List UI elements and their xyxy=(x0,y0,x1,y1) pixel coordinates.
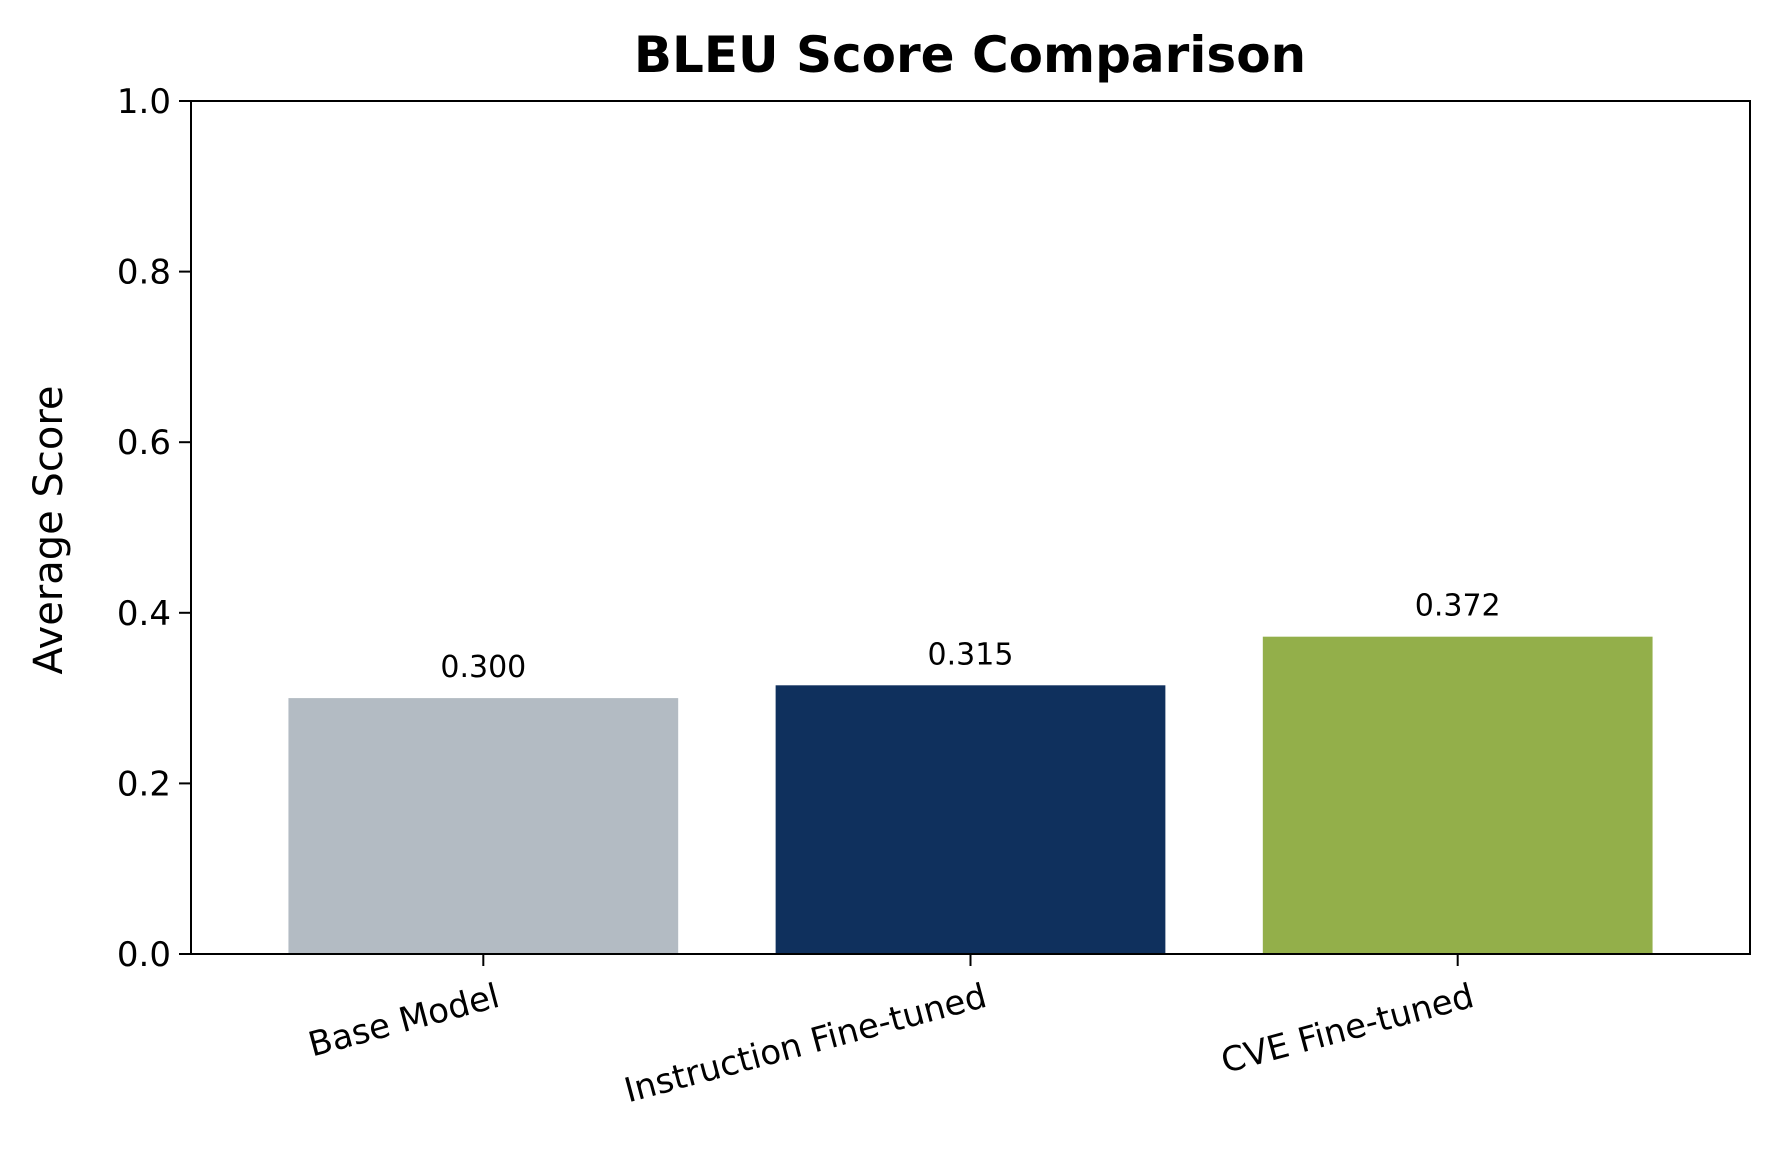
y-tick-label-0: 0.0 xyxy=(117,935,171,975)
bar-1 xyxy=(775,685,1166,954)
x-tick-label-0: Base Model xyxy=(304,976,503,1065)
y-tick-label-3: 0.6 xyxy=(117,423,171,463)
x-tick-label-2: CVE Fine-tuned xyxy=(1217,976,1478,1082)
value-label-0: 0.300 xyxy=(440,650,526,685)
y-axis-ticks: 0.0 0.2 0.4 0.6 0.8 1.0 xyxy=(117,82,191,975)
value-labels: 0.300 0.315 0.372 xyxy=(440,589,1500,685)
chart-title: BLEU Score Comparison xyxy=(634,26,1306,84)
value-label-1: 0.315 xyxy=(928,637,1014,672)
plot-frame xyxy=(190,100,1751,955)
value-label-2: 0.372 xyxy=(1415,589,1501,624)
bar-2 xyxy=(1262,636,1653,954)
x-axis-ticks: Base Model Instruction Fine-tuned CVE Fine… xyxy=(304,954,1478,1111)
y-tick-label-5: 1.0 xyxy=(117,82,171,122)
y-tick-label-2: 0.4 xyxy=(117,594,171,634)
y-tick-label-4: 0.8 xyxy=(117,253,171,293)
bars xyxy=(288,636,1653,954)
bar-0 xyxy=(288,698,679,954)
y-tick-label-1: 0.2 xyxy=(117,764,171,804)
x-tick-label-1: Instruction Fine-tuned xyxy=(620,976,991,1111)
y-axis-label: Average Score xyxy=(26,385,72,674)
